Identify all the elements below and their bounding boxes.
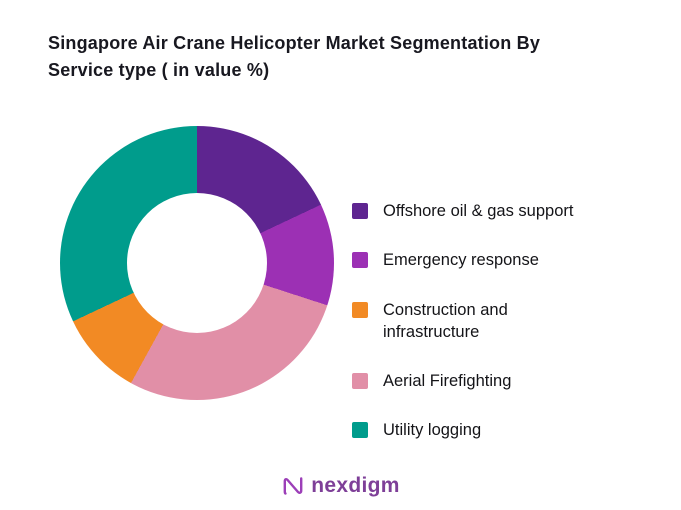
nexdigm-logo-icon bbox=[283, 477, 303, 495]
legend-item: Utility logging bbox=[352, 419, 662, 441]
legend-label: Aerial Firefighting bbox=[383, 372, 512, 391]
legend-label: Construction and infrastructure bbox=[383, 300, 508, 341]
legend-label: Utility logging bbox=[383, 421, 482, 440]
donut-chart bbox=[60, 126, 334, 400]
legend-swatch bbox=[352, 203, 368, 219]
nexdigm-logo-text: nexdigm bbox=[311, 474, 400, 497]
legend-item: Offshore oil & gas support bbox=[352, 200, 662, 222]
legend-label: Emergency response bbox=[383, 251, 539, 270]
legend-swatch bbox=[352, 373, 368, 390]
donut-hole bbox=[127, 193, 267, 333]
legend-item: Emergency response bbox=[352, 249, 662, 271]
chart-title: Singapore Air Crane Helicopter Market Se… bbox=[48, 33, 541, 80]
legend-label: Offshore oil & gas support bbox=[383, 202, 574, 220]
legend-item: Construction and infrastructure bbox=[352, 299, 662, 344]
legend-swatch bbox=[352, 252, 368, 269]
legend: Offshore oil & gas support Emergency resp… bbox=[352, 200, 662, 442]
legend-swatch bbox=[352, 422, 368, 439]
legend-item: Aerial Firefighting bbox=[352, 370, 662, 392]
legend-swatch bbox=[352, 301, 368, 318]
logo: nexdigm bbox=[0, 474, 681, 498]
